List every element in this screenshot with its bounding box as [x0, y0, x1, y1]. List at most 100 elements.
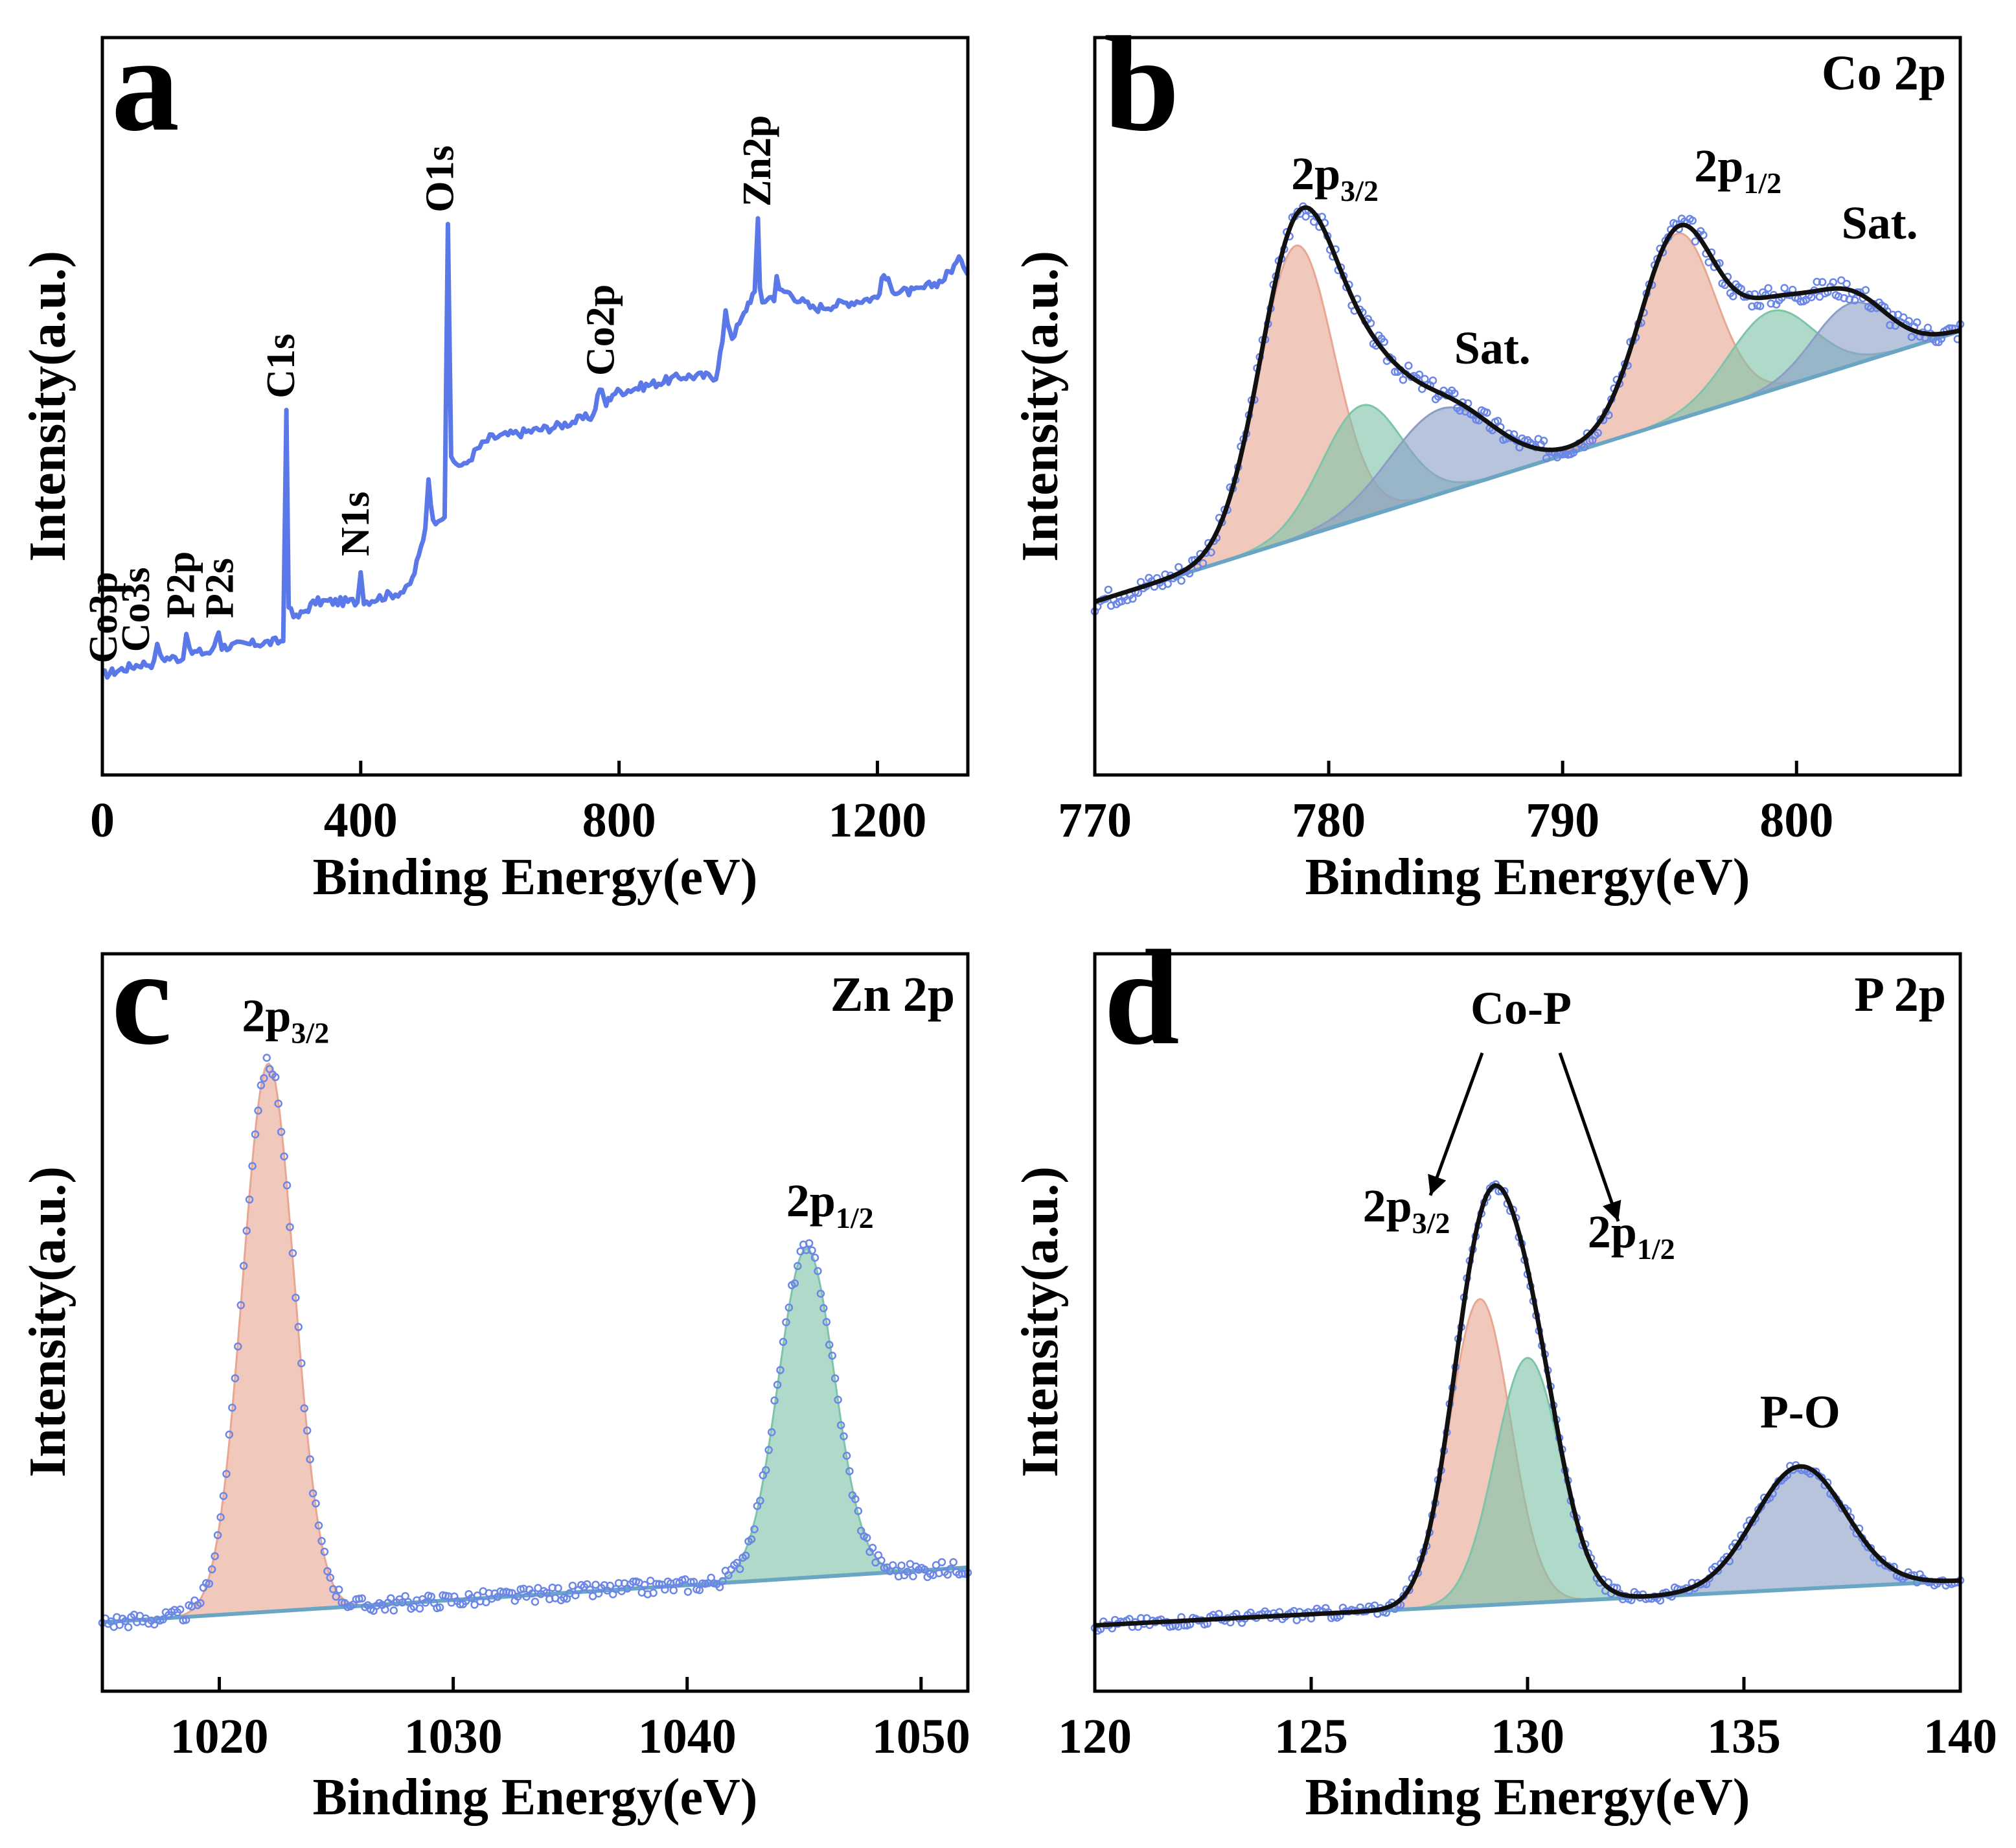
data-point-c-281	[909, 1572, 917, 1580]
plot-frame-b	[1093, 36, 1962, 777]
data-point-b-38	[1193, 563, 1202, 572]
data-point-c-101	[389, 1606, 398, 1615]
y-axis-label-c: Intensity(a.u.)	[19, 1166, 76, 1477]
peak-label-c-0: 2p3/2	[242, 989, 329, 1049]
x-tick-label-b-2: 790	[1526, 793, 1599, 848]
data-point-c-43	[222, 1470, 231, 1478]
data-point-c-129	[470, 1600, 479, 1609]
peak-label-a-8: Zn2p	[735, 115, 779, 207]
x-ticks-a: 0 400 800 1200	[90, 761, 926, 848]
data-point-c-214	[715, 1583, 724, 1591]
data-point-c-225	[747, 1535, 756, 1543]
data-point-c-188	[640, 1580, 649, 1589]
data-point-b-14	[1128, 594, 1137, 603]
data-point-c-262	[854, 1507, 863, 1516]
data-point-c-68	[294, 1322, 303, 1332]
data-point-c-51	[245, 1195, 254, 1204]
data-point-c-207	[695, 1586, 704, 1595]
data-point-c-232	[767, 1428, 776, 1437]
data-point-c-255	[834, 1396, 842, 1404]
data-point-c-70	[300, 1404, 308, 1413]
x-tick-label-d-0: 120	[1058, 1709, 1132, 1764]
data-point-c-247	[810, 1253, 819, 1262]
data-point-b-249	[1764, 284, 1772, 292]
x-tick-label-a-0: 0	[90, 793, 115, 848]
data-point-c-267	[868, 1543, 877, 1553]
data-point-c-277	[897, 1561, 906, 1570]
data-point-c-75	[314, 1521, 323, 1530]
data-point-c-62	[277, 1127, 286, 1137]
plot-frame-a	[100, 36, 970, 777]
data-point-c-34	[196, 1599, 205, 1608]
x-ticks-d: 120 125 130 135 140	[1058, 1677, 1997, 1764]
plot-area-d	[1090, 1180, 1965, 1635]
data-point-c-72	[306, 1455, 314, 1464]
data-point-c-163	[568, 1581, 577, 1590]
panel-b: 770 780 790 800 b Co 2p Binding Energy(eV) …	[1012, 9, 1965, 906]
data-point-b-35	[1185, 569, 1194, 578]
data-point-c-41	[216, 1513, 225, 1521]
data-point-c-79	[326, 1573, 335, 1582]
data-point-c-57	[262, 1054, 271, 1062]
peak-label-d-1-subscript: 3/2	[1412, 1207, 1450, 1240]
data-point-c-142	[508, 1589, 516, 1597]
data-point-c-223	[741, 1551, 750, 1560]
peak-label-d-2: 2p1/2	[1588, 1206, 1675, 1265]
peak-label-b-2-subscript: 1/2	[1743, 167, 1781, 200]
data-point-c-133	[482, 1598, 490, 1606]
data-point-c-39	[211, 1552, 219, 1560]
data-point-c-8	[121, 1617, 130, 1625]
fit-peak-b-0	[1094, 244, 1961, 603]
peak-label-c-1: 2p1/2	[786, 1175, 874, 1234]
data-point-c-49	[239, 1262, 248, 1270]
data-point-c-203	[683, 1588, 693, 1596]
data-point-c-38	[207, 1565, 216, 1574]
data-point-c-238	[785, 1303, 794, 1312]
data-point-c-45	[228, 1403, 236, 1412]
x-axis-label-a: Binding Energy(eV)	[313, 849, 758, 906]
panel-a: 0 400 800 1200 a Binding Energy(eV) Intensi…	[19, 9, 970, 906]
data-point-c-158	[554, 1584, 562, 1593]
data-point-c-71	[303, 1426, 312, 1435]
data-point-c-114	[427, 1592, 435, 1601]
data-point-c-220	[733, 1558, 741, 1567]
data-point-c-258	[842, 1451, 851, 1460]
data-point-c-154	[542, 1588, 551, 1597]
data-point-c-48	[236, 1301, 246, 1310]
data-point-c-233	[770, 1396, 779, 1405]
data-point-b-221	[1688, 216, 1697, 225]
data-point-c-56	[260, 1074, 268, 1083]
x-tick-label-b-1: 780	[1292, 793, 1366, 848]
data-point-b-304	[1912, 318, 1921, 327]
data-point-c-271	[880, 1564, 889, 1572]
data-point-c-230	[762, 1466, 770, 1475]
data-point-b-302	[1907, 332, 1916, 341]
x-tick-label-d-1: 125	[1274, 1709, 1348, 1764]
data-point-c-44	[225, 1430, 234, 1439]
fit-envelope-b	[1094, 205, 1961, 604]
peak-label-a-6: O1s	[418, 145, 462, 212]
peak-annotations-d: Co-P 2p3/2 2p1/2 P-O	[1363, 982, 1840, 1438]
data-point-b-255	[1780, 284, 1789, 292]
data-point-b-125	[1428, 376, 1438, 385]
data-point-b-166	[1539, 437, 1548, 445]
raw-data-points-c	[98, 1054, 972, 1632]
data-point-c-204	[687, 1578, 695, 1586]
core-level-label-b: Co 2p	[1822, 46, 1946, 100]
data-point-b-236	[1729, 292, 1737, 301]
peak-label-b-0: 2p3/2	[1291, 148, 1379, 207]
x-tick-label-b-0: 770	[1058, 793, 1132, 848]
peak-label-b-0-subscript: 3/2	[1340, 174, 1379, 207]
panel-letter-a: a	[111, 9, 179, 159]
x-tick-label-c-0: 1020	[170, 1709, 269, 1764]
data-point-c-90	[358, 1594, 367, 1603]
data-point-b-285	[1861, 286, 1870, 294]
data-point-c-78	[323, 1567, 332, 1576]
data-point-c-248	[814, 1267, 822, 1275]
data-point-c-150	[531, 1597, 540, 1606]
data-point-b-276	[1837, 276, 1846, 284]
peak-label-a-0: Co3p	[82, 572, 126, 663]
data-point-b-246	[1756, 302, 1765, 310]
peak-label-a-5: N1s	[334, 491, 378, 556]
data-point-b-181	[1580, 443, 1588, 452]
